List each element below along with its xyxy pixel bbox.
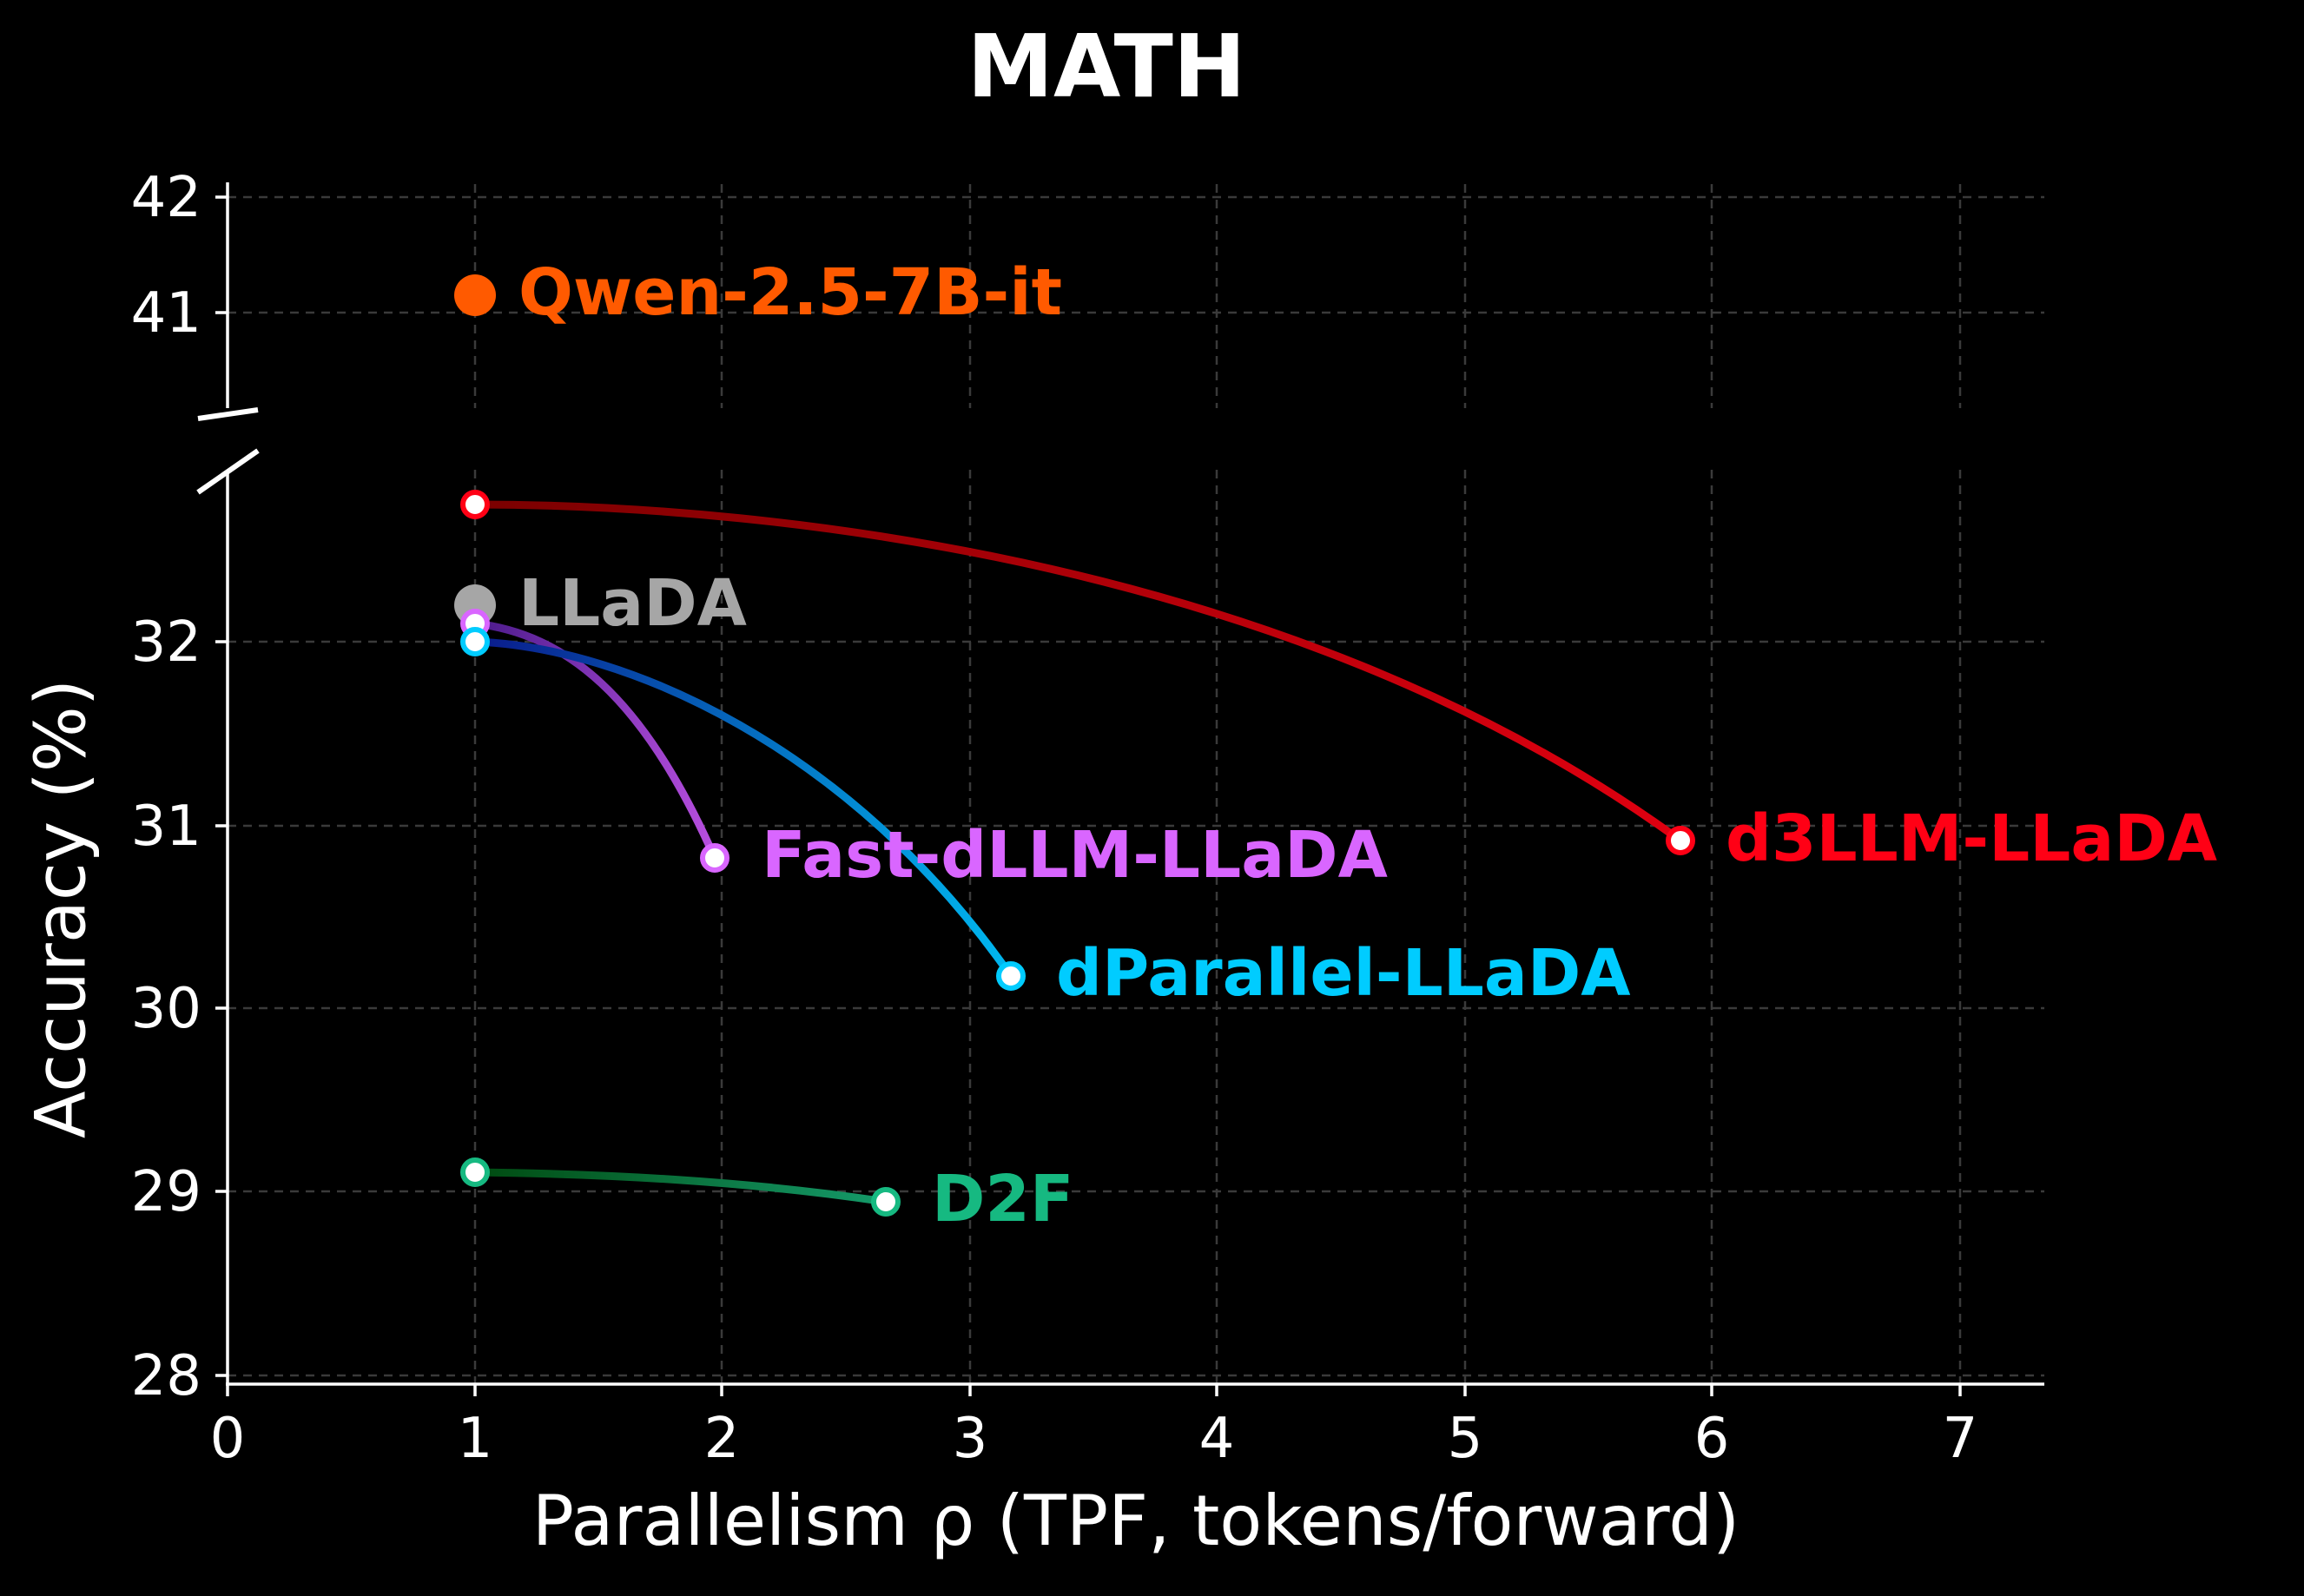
x-axis-label: Parallelism ρ (TPF, tokens/forward)	[531, 1481, 1740, 1561]
dparallel-marker-end	[996, 961, 1026, 991]
axis-break-marks	[196, 407, 260, 495]
d3llm-marker-start	[460, 490, 490, 519]
upper-grid	[228, 184, 2044, 408]
y-tick-32: 32	[130, 610, 201, 675]
llada-label: LLaDA	[518, 566, 747, 641]
d2f-curve	[471, 1168, 890, 1206]
y-tick-42: 42	[130, 166, 201, 230]
fast-dllm-label: Fast-dLLM-LLaDA	[762, 818, 1388, 893]
d2f-marker-end	[871, 1187, 901, 1217]
x-tick-5: 5	[1447, 1407, 1483, 1471]
dparallel-marker-start	[460, 627, 490, 656]
d2f-label: D2F	[932, 1162, 1074, 1237]
axes-spines	[215, 182, 2044, 1396]
x-tick-1: 1	[457, 1407, 493, 1471]
y-tick-30: 30	[130, 977, 201, 1041]
y-tick-31: 31	[130, 795, 201, 859]
dparallel-curve	[471, 637, 1015, 980]
qwen-label: Qwen-2.5-7B-it	[518, 255, 1063, 330]
x-tick-4: 4	[1198, 1407, 1235, 1471]
fast-dllm-marker-end	[700, 843, 729, 873]
d3llm-curve	[471, 500, 1685, 845]
x-tick-3: 3	[952, 1407, 988, 1471]
dparallel-label: dParallel-LLaDA	[1056, 936, 1631, 1011]
d3llm-marker-end	[1666, 826, 1695, 855]
fast-dllm-curve	[471, 619, 719, 862]
x-tick-6: 6	[1693, 1407, 1730, 1471]
y-tick-29: 29	[130, 1160, 201, 1224]
d3llm-label: d3LLM-LLaDA	[1726, 801, 2218, 876]
x-tick-7: 7	[1942, 1407, 1978, 1471]
x-tick-2: 2	[703, 1407, 740, 1471]
qwen-marker	[454, 274, 496, 316]
y-axis-label: Accuracy (%)	[20, 678, 102, 1139]
y-tick-41: 41	[130, 281, 201, 346]
x-tick-0: 0	[209, 1407, 246, 1471]
chart-title: MATH	[967, 16, 1246, 117]
y-tick-28: 28	[130, 1344, 201, 1408]
lower-grid	[228, 470, 2044, 1384]
d2f-marker-start	[460, 1157, 490, 1187]
